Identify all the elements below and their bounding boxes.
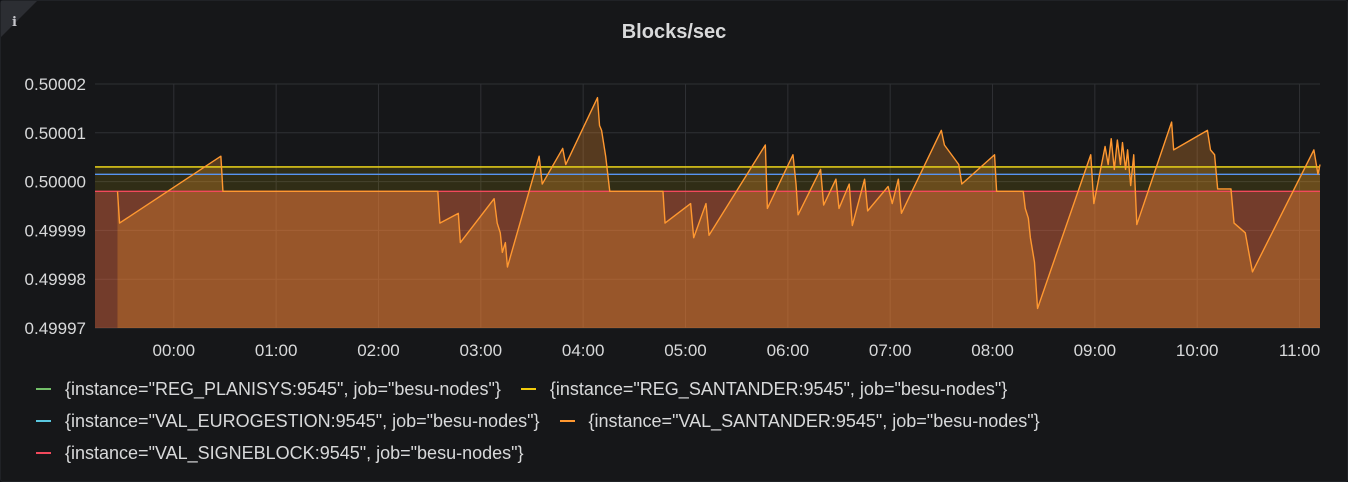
legend-label: {instance="REG_SANTANDER:9545", job="bes… <box>549 378 1008 399</box>
x-tick-label: 11:00 <box>1279 341 1320 360</box>
y-tick-label: 0.49999 <box>25 221 86 240</box>
info-icon[interactable]: i <box>12 15 17 30</box>
legend-swatch <box>36 452 51 454</box>
legend-row: {instance="VAL_SIGNEBLOCK:9545", job="be… <box>36 437 1060 469</box>
y-tick-label: 0.50000 <box>25 173 86 192</box>
series-line <box>116 96 1321 310</box>
x-tick-label: 10:00 <box>1176 341 1219 360</box>
x-tick-label: 01:00 <box>255 341 298 360</box>
x-tick-label: 07:00 <box>869 341 912 360</box>
info-corner[interactable] <box>1 1 37 37</box>
series-area <box>95 166 1320 328</box>
legend-item[interactable]: {instance="REG_SANTANDER:9545", job="bes… <box>520 378 1008 400</box>
legend-row: {instance="VAL_EUROGESTION:9545", job="b… <box>36 405 1060 437</box>
y-tick-label: 0.50001 <box>25 124 86 143</box>
y-tick-label: 0.49998 <box>25 270 86 289</box>
legend-label: {instance="VAL_SIGNEBLOCK:9545", job="be… <box>65 442 524 463</box>
y-tick-label: 0.49997 <box>25 319 86 338</box>
legend-label: {instance="VAL_SANTANDER:9545", job="bes… <box>588 410 1040 431</box>
legend-row: {instance="REG_PLANISYS:9545", job="besu… <box>36 373 1060 405</box>
plot-area <box>95 84 1320 328</box>
x-tick-label: 00:00 <box>153 341 196 360</box>
x-tick-label: 02:00 <box>357 341 400 360</box>
x-tick-label: 03:00 <box>460 341 503 360</box>
x-tick-label: 09:00 <box>1074 341 1117 360</box>
legend: {instance="REG_PLANISYS:9545", job="besu… <box>36 373 1060 469</box>
series-area <box>95 191 1320 328</box>
x-tick-label: 05:00 <box>664 341 707 360</box>
legend-swatch <box>36 388 51 390</box>
legend-item[interactable]: {instance="VAL_SANTANDER:9545", job="bes… <box>559 410 1040 432</box>
x-tick-label: 08:00 <box>971 341 1014 360</box>
legend-swatch <box>520 388 536 390</box>
legend-swatch <box>36 420 51 422</box>
series-area <box>117 97 1320 328</box>
panel-title: Blocks/sec <box>621 21 727 43</box>
legend-swatch <box>559 420 575 422</box>
x-tick-label: 06:00 <box>767 341 810 360</box>
legend-label: {instance="REG_PLANISYS:9545", job="besu… <box>65 378 501 399</box>
legend-item[interactable]: {instance="VAL_EUROGESTION:9545", job="b… <box>36 411 540 432</box>
legend-item[interactable]: {instance="REG_PLANISYS:9545", job="besu… <box>36 379 501 400</box>
legend-label: {instance="VAL_EUROGESTION:9545", job="b… <box>65 410 540 431</box>
y-tick-label: 0.50002 <box>25 75 86 94</box>
legend-item[interactable]: {instance="VAL_SIGNEBLOCK:9545", job="be… <box>36 443 524 464</box>
x-tick-label: 04:00 <box>562 341 605 360</box>
